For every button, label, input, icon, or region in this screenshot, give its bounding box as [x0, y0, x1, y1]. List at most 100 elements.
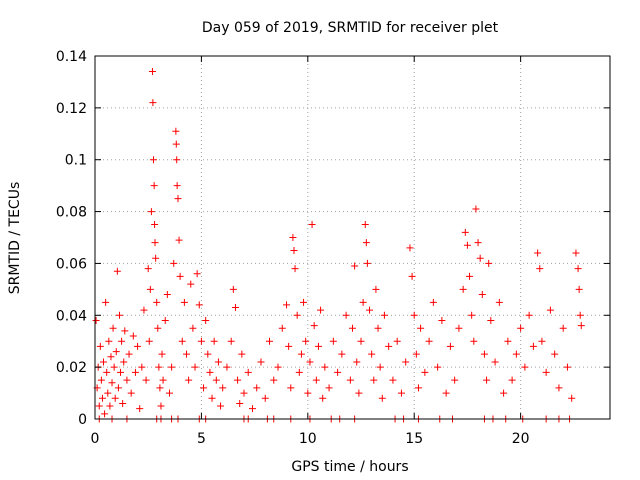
data-point [372, 285, 380, 293]
data-point [219, 384, 227, 392]
data-point [574, 265, 582, 273]
data-point [470, 337, 478, 345]
data-point [206, 368, 214, 376]
data-point [229, 285, 237, 293]
data-point [154, 324, 162, 332]
data-point [363, 259, 371, 267]
data-point [478, 291, 486, 299]
data-point [174, 195, 182, 203]
data-point [159, 376, 167, 384]
data-point [278, 324, 286, 332]
data-point [231, 304, 239, 312]
data-point [546, 306, 554, 314]
data-point [187, 280, 195, 288]
data-point [466, 272, 474, 280]
y-tick-label: 0.08 [56, 205, 87, 221]
data-point [185, 376, 193, 384]
x-axis-label: GPS time / hours [291, 459, 408, 475]
y-tick-label: 0 [78, 412, 87, 428]
data-point [134, 342, 142, 350]
data-point [319, 394, 327, 402]
data-point [300, 298, 308, 306]
data-point [236, 399, 244, 407]
data-point [191, 363, 199, 371]
data-point [308, 221, 316, 229]
x-tick-label: 20 [512, 431, 530, 447]
data-point [146, 285, 154, 293]
data-point [362, 239, 370, 247]
data-point [204, 350, 212, 358]
data-point [542, 368, 550, 376]
data-point [529, 342, 537, 350]
data-point [212, 376, 220, 384]
data-point [113, 267, 121, 275]
data-point [414, 384, 422, 392]
data-point [168, 363, 176, 371]
data-point [491, 358, 499, 366]
data-point [425, 337, 433, 345]
data-point [238, 350, 246, 358]
data-point [287, 384, 295, 392]
data-point [274, 363, 282, 371]
data-point [451, 376, 459, 384]
data-point [170, 259, 178, 267]
data-point [342, 311, 350, 319]
data-point [165, 389, 173, 397]
data-point [102, 298, 110, 306]
data-point [295, 368, 303, 376]
data-points [92, 68, 585, 423]
data-point [376, 363, 384, 371]
data-point [334, 368, 342, 376]
data-point [302, 337, 310, 345]
data-point [421, 368, 429, 376]
data-point [406, 244, 414, 252]
y-tick-label: 0.12 [56, 101, 87, 117]
data-point [261, 394, 269, 402]
data-point [483, 376, 491, 384]
data-point [485, 259, 493, 267]
data-point [512, 350, 520, 358]
data-point [208, 394, 216, 402]
data-point [114, 384, 122, 392]
data-point [521, 363, 529, 371]
data-point [442, 389, 450, 397]
data-point [175, 236, 183, 244]
data-point [459, 285, 467, 293]
data-point [144, 265, 152, 273]
data-point [397, 389, 405, 397]
data-point [110, 363, 118, 371]
data-point [310, 322, 318, 330]
plot-frame [94, 55, 611, 420]
data-point [285, 342, 293, 350]
data-point [96, 342, 104, 350]
data-point [147, 208, 155, 216]
data-point [244, 368, 252, 376]
data-point [291, 265, 299, 273]
data-point [106, 402, 114, 410]
data-point [508, 376, 516, 384]
data-point [173, 156, 181, 164]
data-point [572, 249, 580, 257]
data-point [534, 249, 542, 257]
data-point [136, 405, 144, 413]
data-point [321, 363, 329, 371]
data-point [127, 389, 135, 397]
data-point [140, 306, 148, 314]
data-point [197, 337, 205, 345]
data-point [312, 376, 320, 384]
data-point [402, 358, 410, 366]
data-point [100, 358, 108, 366]
data-point [163, 291, 171, 299]
data-point [104, 389, 112, 397]
data-point [468, 311, 476, 319]
data-point [234, 376, 242, 384]
data-point [210, 337, 218, 345]
data-point [408, 272, 416, 280]
data-point [217, 402, 225, 410]
data-point [472, 205, 480, 213]
data-point [385, 342, 393, 350]
data-point [317, 306, 325, 314]
data-point [517, 324, 525, 332]
data-point [142, 376, 150, 384]
data-point [366, 306, 374, 314]
